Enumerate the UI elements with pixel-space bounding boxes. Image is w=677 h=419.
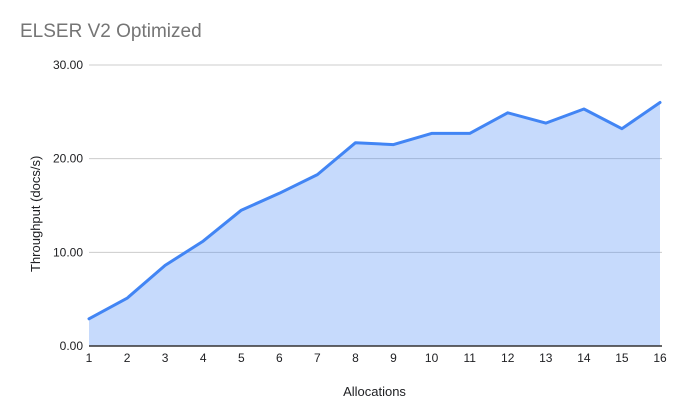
y-tick-label: 10.00 (53, 245, 83, 259)
x-tick-label: 16 (653, 351, 667, 365)
x-tick-label: 8 (352, 351, 359, 365)
x-tick-label: 3 (162, 351, 169, 365)
series-line (87, 101, 662, 321)
x-tick-label: 6 (276, 351, 283, 365)
x-tick-label: 2 (124, 351, 131, 365)
x-tick-label: 5 (238, 351, 245, 365)
x-tick-label: 7 (314, 351, 321, 365)
x-axis-title: Allocations (343, 384, 406, 399)
y-tick-label: 30.00 (53, 58, 83, 72)
chart-title: ELSER V2 Optimized (20, 21, 202, 42)
series-area-fill (89, 102, 660, 346)
x-tick-label: 10 (425, 351, 439, 365)
x-tick-label: 11 (463, 351, 476, 365)
x-tick-label: 4 (200, 351, 207, 365)
y-tick-label: 0.00 (60, 339, 84, 353)
y-tick-label: 20.00 (53, 152, 83, 166)
x-tick-label: 9 (390, 351, 397, 365)
x-tick-label: 1 (86, 351, 93, 365)
x-tick-label: 12 (501, 351, 515, 365)
x-tick-label: 14 (577, 351, 591, 365)
x-tick-label: 15 (615, 351, 629, 365)
x-tick-label: 13 (539, 351, 553, 365)
